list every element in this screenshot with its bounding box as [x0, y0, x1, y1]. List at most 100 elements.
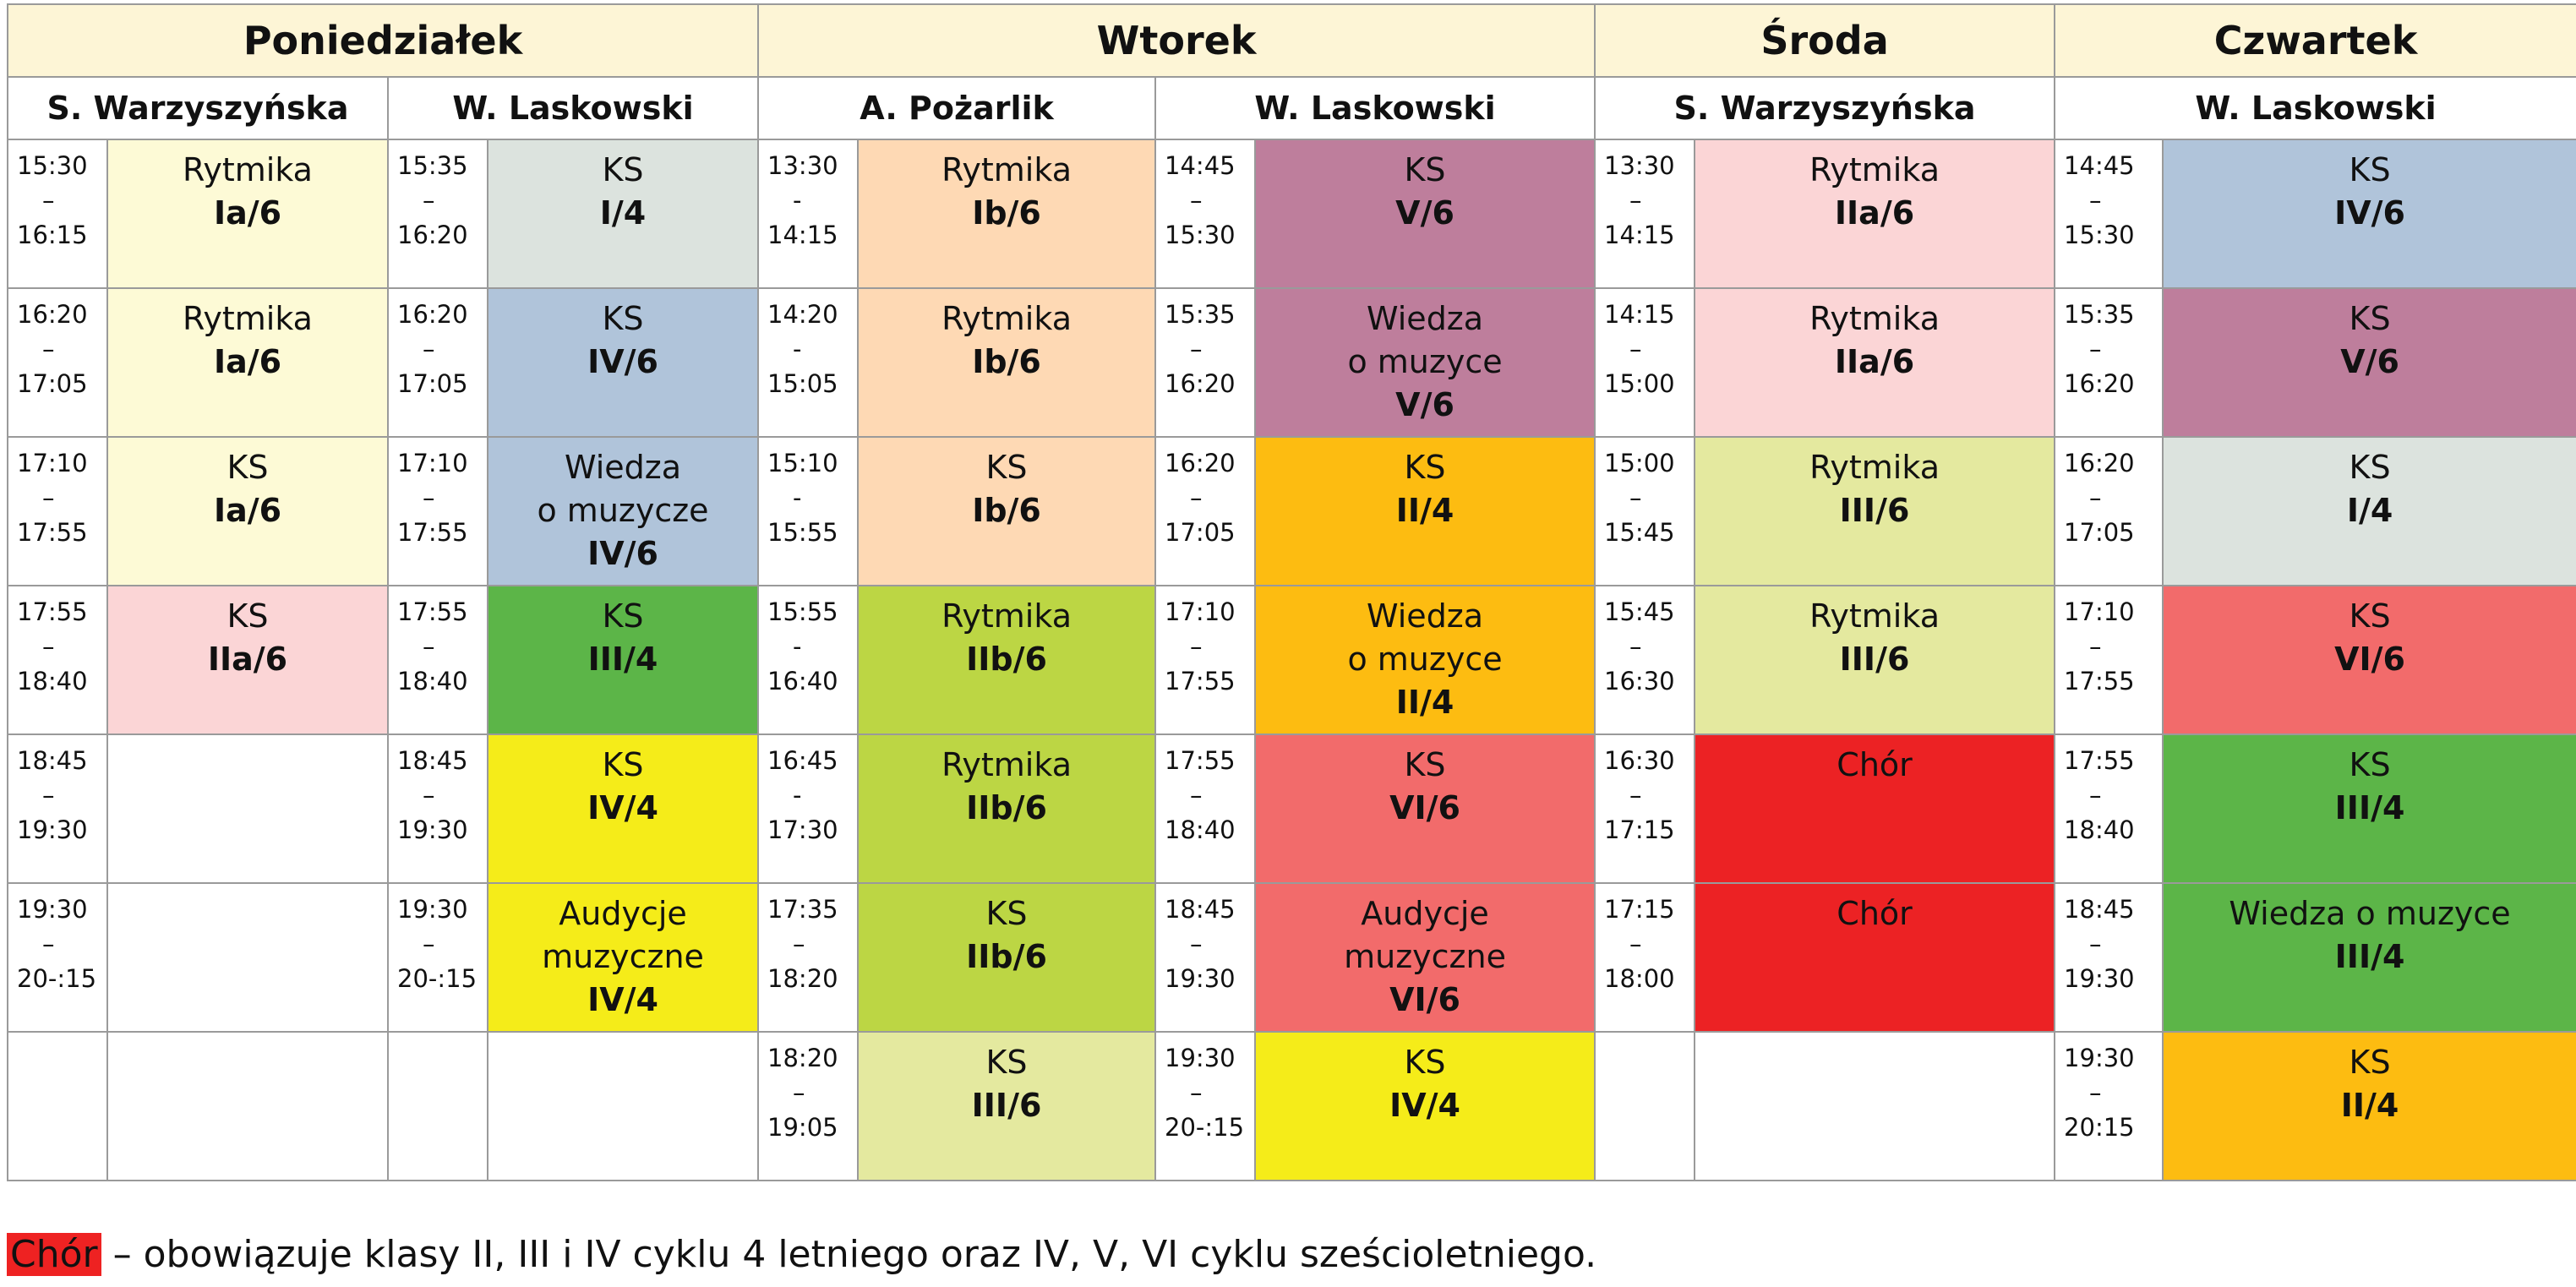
lesson-cell: Audycje muzyczne IV/4	[486, 882, 760, 1033]
time-end: 16:20	[2064, 369, 2135, 398]
time-end: 15:05	[767, 369, 838, 398]
time-cell: 14:45 – 15:30	[1154, 139, 1257, 289]
time-cell: 15:10 - 15:55	[757, 436, 860, 586]
lesson-cell: Wiedza o muzyce III/4	[2162, 882, 2576, 1033]
lesson-class: IIb/6	[966, 938, 1047, 975]
time-start: 19:30	[2064, 1044, 2135, 1072]
time-slot-row: 17:55 – 18:40 KS IIa/6 17:55 – 18:40 KS III/4 15:5…	[7, 585, 2576, 735]
time-end: 19:30	[397, 815, 468, 844]
time-cell: 17:55 – 18:40	[2054, 733, 2164, 884]
lesson-cell: Wiedza o muzyce II/4	[1254, 585, 1596, 735]
time-start: 16:20	[1165, 449, 1236, 477]
lesson-cell: Rytmika Ib/6	[857, 139, 1157, 289]
lesson-subject: Rytmika	[183, 300, 313, 337]
time-start: 14:15	[1604, 300, 1675, 329]
time-start: 16:20	[397, 300, 468, 329]
lesson-subject: Audycje	[1361, 895, 1489, 932]
lesson-cell: Wiedza o muzycze IV/6	[486, 436, 760, 586]
lesson-cell	[486, 1031, 760, 1181]
lesson-subject: KS	[985, 449, 1028, 486]
time-start: 15:35	[397, 151, 468, 180]
time-cell: 19:30 – 20-:15	[1154, 1031, 1257, 1181]
time-slot-row: 18:45 – 19:30 18:45 – 19:30 KS IV/4 16:45 - 17:30 R…	[7, 733, 2576, 884]
time-start: 19:30	[1165, 1044, 1236, 1072]
time-end: 20-:15	[1165, 1113, 1245, 1142]
time-sep: –	[1629, 781, 1642, 810]
time-sep: –	[1190, 1078, 1203, 1107]
day-header-wednesday: Środa	[1594, 3, 2056, 78]
lesson-subject: KS	[985, 895, 1028, 932]
lesson-subject: KS	[1404, 449, 1446, 486]
time-end: 17:05	[397, 369, 468, 398]
lesson-class: V/6	[1395, 194, 1454, 232]
time-sep: –	[2089, 483, 2102, 512]
time-start: 15:10	[767, 449, 838, 477]
time-sep: –	[1629, 483, 1642, 512]
time-end: 17:55	[2064, 667, 2135, 695]
lesson-cell: KS IV/6	[486, 287, 760, 438]
time-sep: –	[423, 930, 435, 958]
lesson-class: V/6	[2340, 343, 2399, 380]
schedule-body: 15:30 – 16:15 Rytmika Ia/6 15:35 – 16:20 KS I/4 13…	[7, 139, 2576, 1181]
time-cell: 19:30 – 20-:15	[387, 882, 488, 1033]
lesson-class: III/4	[2334, 789, 2405, 826]
time-cell: 14:20 - 15:05	[757, 287, 860, 438]
time-cell: 16:30 – 17:15	[1594, 733, 1696, 884]
lesson-class: Ib/6	[972, 492, 1041, 529]
lesson-class: III/6	[1839, 492, 1910, 529]
lesson-class: IV/4	[1389, 1087, 1460, 1124]
lesson-subject-line2: muzyczne	[542, 938, 704, 975]
lesson-class: VI/6	[2334, 641, 2405, 678]
lesson-cell: Chór	[1694, 882, 2056, 1033]
time-sep: –	[423, 483, 435, 512]
time-cell: 15:55 - 16:40	[757, 585, 860, 735]
lesson-subject: Rytmika	[941, 151, 1072, 188]
time-end: 15:45	[1604, 518, 1675, 547]
time-sep: –	[2089, 1078, 2102, 1107]
lesson-subject: KS	[2349, 449, 2391, 486]
time-cell: 15:35 – 16:20	[387, 139, 488, 289]
time-end: 18:40	[2064, 815, 2135, 844]
time-sep: -	[793, 483, 802, 512]
lesson-subject: KS	[226, 449, 269, 486]
time-start: 16:20	[17, 300, 88, 329]
lesson-cell	[106, 1031, 389, 1181]
lesson-subject-line2: muzyczne	[1344, 938, 1506, 975]
time-end: 17:05	[17, 369, 88, 398]
time-slot-row: 19:30 – 20-:15 19:30 – 20-:15 Audycje muzyczne I…	[7, 882, 2576, 1033]
lesson-subject: Rytmika	[1809, 300, 1940, 337]
lesson-subject: Wiedza	[1367, 300, 1484, 337]
time-cell: 13:30 – 14:15	[1594, 139, 1696, 289]
time-end: 19:30	[17, 815, 88, 844]
time-sep: –	[1190, 632, 1203, 661]
time-start: 18:45	[397, 746, 468, 775]
lesson-subject: KS	[1404, 746, 1446, 783]
lesson-subject: KS	[602, 746, 644, 783]
time-end: 15:55	[767, 518, 838, 547]
time-cell: 16:20 – 17:05	[387, 287, 488, 438]
lesson-cell: Rytmika III/6	[1694, 436, 2056, 586]
lesson-cell: KS I/4	[2162, 436, 2576, 586]
lesson-class: I/4	[2346, 492, 2393, 529]
lesson-subject: KS	[1404, 1044, 1446, 1081]
time-end: 18:40	[1165, 815, 1236, 844]
lesson-subject: KS	[2349, 1044, 2391, 1081]
lesson-subject: KS	[602, 597, 644, 635]
lesson-cell: Rytmika IIb/6	[857, 733, 1157, 884]
time-start: 19:30	[397, 895, 468, 924]
time-end: 20:15	[2064, 1113, 2135, 1142]
time-cell: 17:15 – 18:00	[1594, 882, 1696, 1033]
lesson-subject: KS	[2349, 746, 2391, 783]
time-start: 17:35	[767, 895, 838, 924]
lesson-cell: Rytmika IIb/6	[857, 585, 1157, 735]
time-cell: 19:30 – 20:15	[2054, 1031, 2164, 1181]
time-start: 16:20	[2064, 449, 2135, 477]
lesson-cell: KS IV/4	[486, 733, 760, 884]
lesson-class: IV/6	[2334, 194, 2405, 232]
time-sep: –	[42, 632, 55, 661]
lesson-cell: KS VI/6	[1254, 733, 1596, 884]
time-start: 14:45	[1165, 151, 1236, 180]
lesson-cell	[106, 733, 389, 884]
time-start: 15:55	[767, 597, 838, 626]
lesson-subject-line2: o muzycze	[537, 492, 709, 529]
